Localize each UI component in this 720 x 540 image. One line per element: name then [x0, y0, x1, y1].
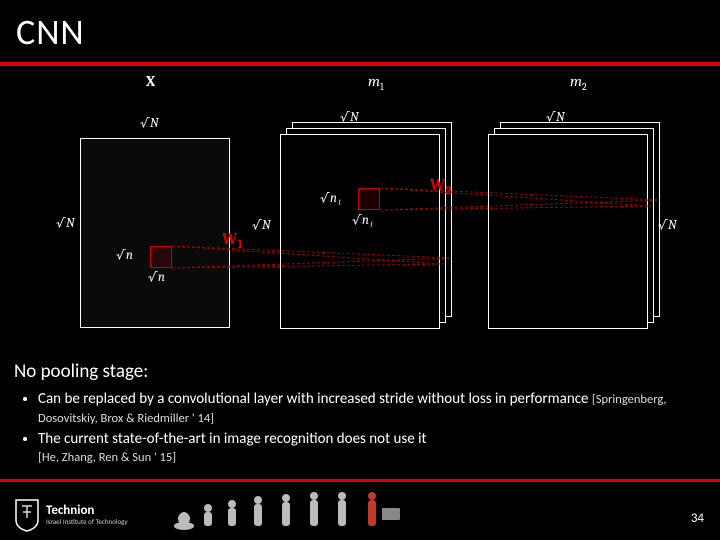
middle-height-label: √N — [252, 218, 270, 233]
filter-w1 — [150, 246, 172, 268]
right-width-label: √N — [546, 110, 564, 125]
label-m1: m1 — [368, 72, 384, 93]
label-m2: m2 — [570, 72, 587, 93]
filter-w2 — [358, 188, 380, 210]
filter-w2-h-label: √n₁ — [320, 190, 341, 206]
label-W1: W1 — [222, 230, 243, 251]
bullet-list: Can be replaced by a convolutional layer… — [14, 390, 706, 469]
middle-width-label: √N — [340, 110, 358, 125]
bullet-1-text: Can be replaced by a convolutional layer… — [38, 390, 592, 408]
bullet-2-citation: [He, Zhang, Ren & Sun ' 15] — [38, 450, 176, 465]
institution-subtitle: Israel Institute of Technology — [46, 517, 128, 526]
right-height-label: √N — [658, 218, 676, 233]
institution-name: Technion — [46, 504, 128, 517]
middle-map-front — [280, 134, 440, 329]
subheading: No pooling stage: — [14, 360, 148, 383]
evolution-icon — [170, 488, 410, 534]
technion-logo: Technion Israel Institute of Technology — [14, 498, 128, 532]
input-height-label: √N — [56, 216, 74, 231]
title-underline — [0, 62, 720, 66]
label-W2: W2 — [430, 176, 451, 197]
label-X: X — [146, 72, 155, 90]
bullet-item-1: Can be replaced by a convolutional layer… — [38, 390, 706, 428]
filter-w1-h-label: √n — [116, 248, 133, 263]
page-number: 34 — [691, 511, 704, 526]
filter-w1-w-label: √n — [148, 270, 165, 285]
input-width-label: √N — [140, 116, 158, 131]
slide-title: CNN — [16, 10, 85, 54]
bullet-2-text: The current state-of-the-art in image re… — [38, 430, 427, 448]
slide: CNN X m1 m2 √N √N √N √N √N √N √n √n W1 √… — [0, 0, 720, 540]
bullet-item-2: The current state-of-the-art in image re… — [38, 430, 706, 468]
input-feature-map — [80, 138, 230, 328]
right-map-front — [488, 134, 648, 329]
filter-w2-w-label: √n₁ — [352, 212, 373, 228]
footer-divider — [0, 479, 720, 482]
shield-icon — [14, 498, 40, 532]
logo-text-block: Technion Israel Institute of Technology — [46, 504, 128, 526]
cnn-diagram: X m1 m2 √N √N √N √N √N √N √n √n W1 √n₁ √… — [50, 78, 670, 348]
